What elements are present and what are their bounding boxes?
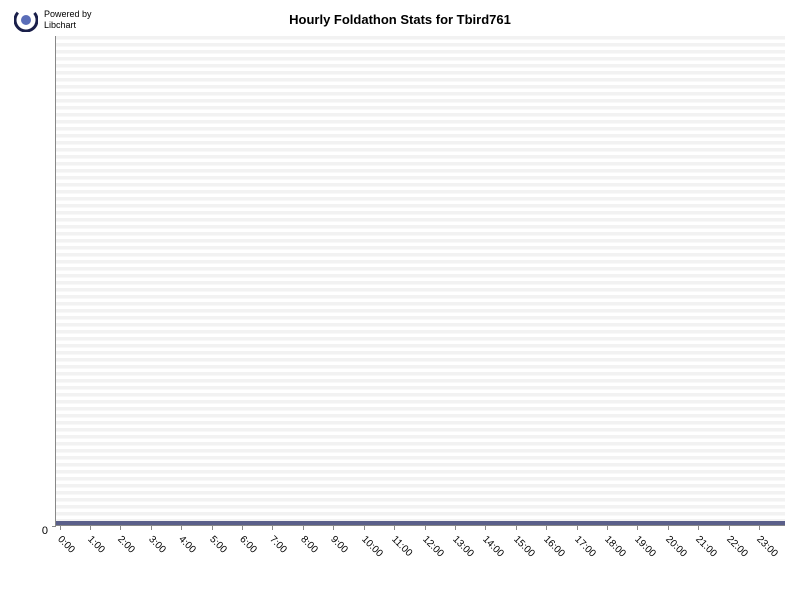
logo-text: Powered by Libchart <box>44 9 92 31</box>
x-tick-mark <box>272 526 273 530</box>
x-tick-label: 21:00 <box>694 534 719 559</box>
x-axis-labels: 0:00 1:00 2:00 3:00 4:00 5:00 6:00 7:00 8:00 9:00… <box>55 528 785 588</box>
x-tick-label: 14:00 <box>481 534 506 559</box>
x-tick-label: 8:00 <box>298 534 320 556</box>
x-tick-label: 10:00 <box>359 534 384 559</box>
x-tick-label: 17:00 <box>572 534 597 559</box>
grid-background <box>56 36 785 525</box>
x-tick-mark <box>637 526 638 530</box>
x-tick-label: 16:00 <box>541 534 566 559</box>
x-tick-mark <box>425 526 426 530</box>
logo-area: Powered by Libchart <box>14 8 92 32</box>
x-tick-label: 22:00 <box>724 534 749 559</box>
powered-by-label: Powered by <box>44 9 92 20</box>
x-tick-mark <box>333 526 334 530</box>
libchart-logo-icon <box>14 8 38 32</box>
x-tick-mark <box>90 526 91 530</box>
baseline-bar <box>56 521 785 525</box>
x-tick-label: 0:00 <box>55 534 77 556</box>
x-tick-label: 12:00 <box>420 534 445 559</box>
x-tick-label: 19:00 <box>633 534 658 559</box>
x-tick-mark <box>455 526 456 530</box>
x-tick-label: 9:00 <box>329 534 351 556</box>
plot-area: 0 <box>55 36 785 526</box>
x-tick-mark <box>60 526 61 530</box>
x-tick-label: 23:00 <box>754 534 779 559</box>
x-tick-mark <box>516 526 517 530</box>
y-tick-label: 0 <box>42 525 48 537</box>
libchart-label: Libchart <box>44 20 92 31</box>
x-tick-mark <box>729 526 730 530</box>
x-tick-label: 11:00 <box>389 534 414 559</box>
x-tick-label: 13:00 <box>450 534 475 559</box>
chart-title: Hourly Foldathon Stats for Tbird761 <box>289 12 511 27</box>
x-tick-mark <box>364 526 365 530</box>
x-tick-mark <box>668 526 669 530</box>
x-tick-label: 6:00 <box>237 534 259 556</box>
x-tick-label: 7:00 <box>268 534 290 556</box>
x-tick-label: 3:00 <box>146 534 168 556</box>
x-tick-label: 5:00 <box>207 534 229 556</box>
x-tick-mark <box>607 526 608 530</box>
y-tick-mark <box>52 526 56 527</box>
x-tick-mark <box>759 526 760 530</box>
x-tick-mark <box>242 526 243 530</box>
x-tick-label: 18:00 <box>602 534 627 559</box>
x-tick-mark <box>577 526 578 530</box>
x-tick-mark <box>303 526 304 530</box>
x-tick-mark <box>212 526 213 530</box>
x-tick-mark <box>181 526 182 530</box>
x-tick-label: 20:00 <box>663 534 688 559</box>
x-tick-label: 1:00 <box>85 534 107 556</box>
x-tick-mark <box>698 526 699 530</box>
x-tick-mark <box>120 526 121 530</box>
x-tick-label: 2:00 <box>116 534 138 556</box>
x-tick-label: 15:00 <box>511 534 536 559</box>
x-tick-mark <box>485 526 486 530</box>
x-tick-mark <box>546 526 547 530</box>
x-tick-label: 4:00 <box>176 534 198 556</box>
x-tick-mark <box>151 526 152 530</box>
x-tick-mark <box>394 526 395 530</box>
